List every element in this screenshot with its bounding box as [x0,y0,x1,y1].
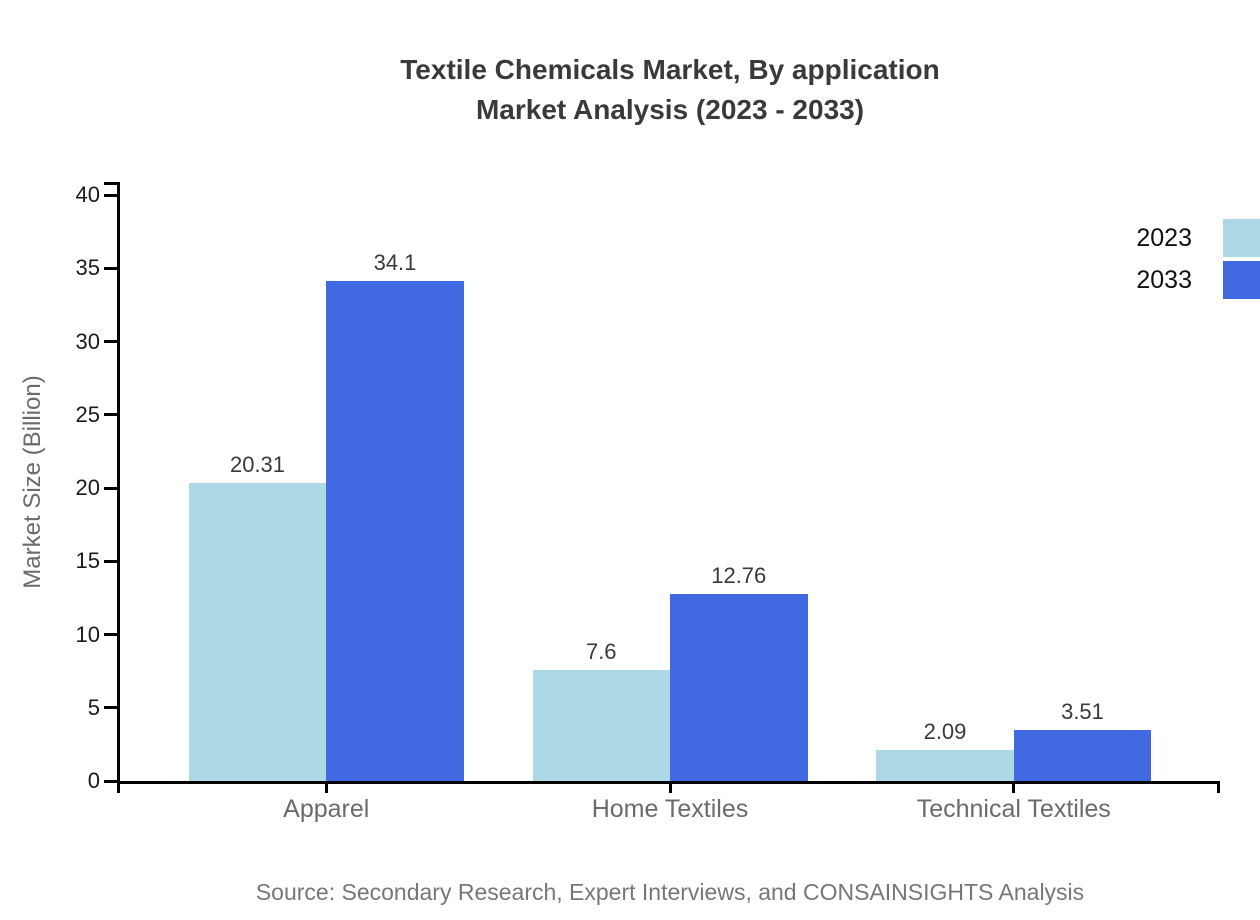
bar-2023-technical-textiles [876,750,1014,781]
y-tick-35 [104,266,120,270]
y-tick-label-25: 25 [75,401,100,427]
x-axis-line [117,781,1220,784]
source-note: Source: Secondary Research, Expert Inter… [255,879,1085,905]
y-axis-line [117,182,120,793]
value-label-2033-apparel: 34.1 [373,250,417,276]
x-label-technical-textiles: Technical Textiles [916,795,1111,823]
y-tick-20 [104,486,120,490]
y-tick-0 [104,779,120,783]
y-tick-10 [104,633,120,636]
legend-swatch-2023 [1223,219,1260,257]
y-tick-label-20: 20 [75,475,100,500]
x-tick-home-textiles [668,781,672,793]
value-label-2033-home-textiles: 12.76 [711,563,767,589]
y-tick-25 [104,413,120,417]
y-tick-label-30: 30 [75,328,100,354]
chart-title-line1: Textile Chemicals Market, By application [400,54,940,85]
y-tick-label-0: 0 [87,768,100,793]
y-tick-30 [104,340,120,343]
bar-2033-home-textiles [670,594,808,781]
y-tick-label-40: 40 [75,182,100,207]
value-label-2033-technical-textiles: 3.51 [1061,698,1104,724]
y-tick-label-5: 5 [87,694,100,720]
y-tick-label-10: 10 [75,621,100,647]
value-label-2023-home-textiles: 7.6 [585,638,617,664]
y-tick-15 [104,559,120,563]
x-label-home-textiles: Home Textiles [591,795,749,823]
y-tick-5 [104,706,120,710]
y-tick-label-15: 15 [75,548,100,574]
y-tick-40 [104,193,120,197]
x-label-apparel: Apparel [283,795,370,823]
bar-2023-home-textiles [532,669,670,781]
legend-label-2033: 2033 [1136,266,1192,294]
chart-title-line2: Market Analysis (2023 - 2033) [475,94,865,125]
value-label-2023-technical-textiles: 2.09 [923,719,967,745]
x-tick-technical-textiles [1012,781,1016,793]
value-label-2023-apparel: 20.31 [229,452,286,478]
x-axis-end-cap [1217,781,1220,793]
y-tick-label-35: 35 [75,255,100,281]
legend-swatch-2033 [1223,261,1260,299]
chart-title: Textile Chemicals Market, By application… [0,50,1260,130]
bar-2033-technical-textiles [1013,729,1152,781]
bar-2033-apparel [326,281,464,781]
bar-2023-apparel [188,483,327,781]
y-axis-top-cap [104,182,120,185]
legend-label-2023: 2023 [1136,224,1192,252]
x-tick-apparel [324,781,328,793]
